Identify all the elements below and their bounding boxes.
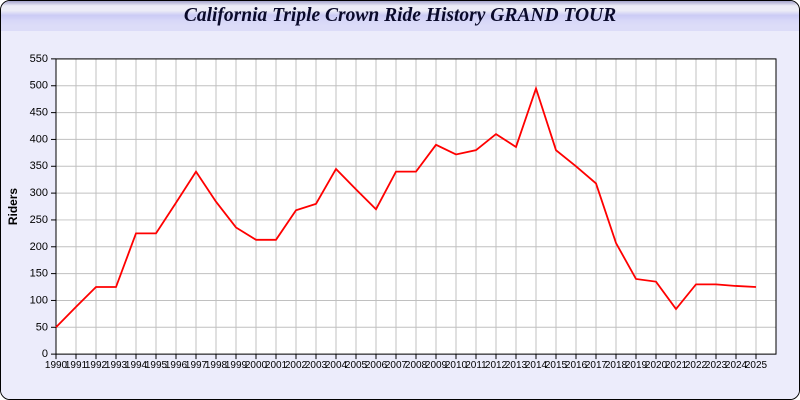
svg-text:2025: 2025 [745, 360, 768, 371]
svg-text:400: 400 [30, 133, 48, 145]
svg-text:150: 150 [30, 268, 48, 280]
svg-text:300: 300 [30, 187, 48, 199]
svg-text:500: 500 [30, 80, 48, 92]
svg-text:2010: 2010 [445, 360, 468, 371]
svg-text:100: 100 [30, 294, 48, 306]
svg-text:50: 50 [36, 321, 48, 333]
svg-text:250: 250 [30, 214, 48, 226]
svg-text:Riders: Riders [6, 188, 20, 226]
svg-text:0: 0 [42, 348, 48, 360]
svg-text:350: 350 [30, 160, 48, 172]
svg-text:450: 450 [30, 107, 48, 119]
svg-text:550: 550 [30, 53, 48, 65]
svg-text:200: 200 [30, 241, 48, 253]
svg-text:2011: 2011 [465, 360, 487, 371]
